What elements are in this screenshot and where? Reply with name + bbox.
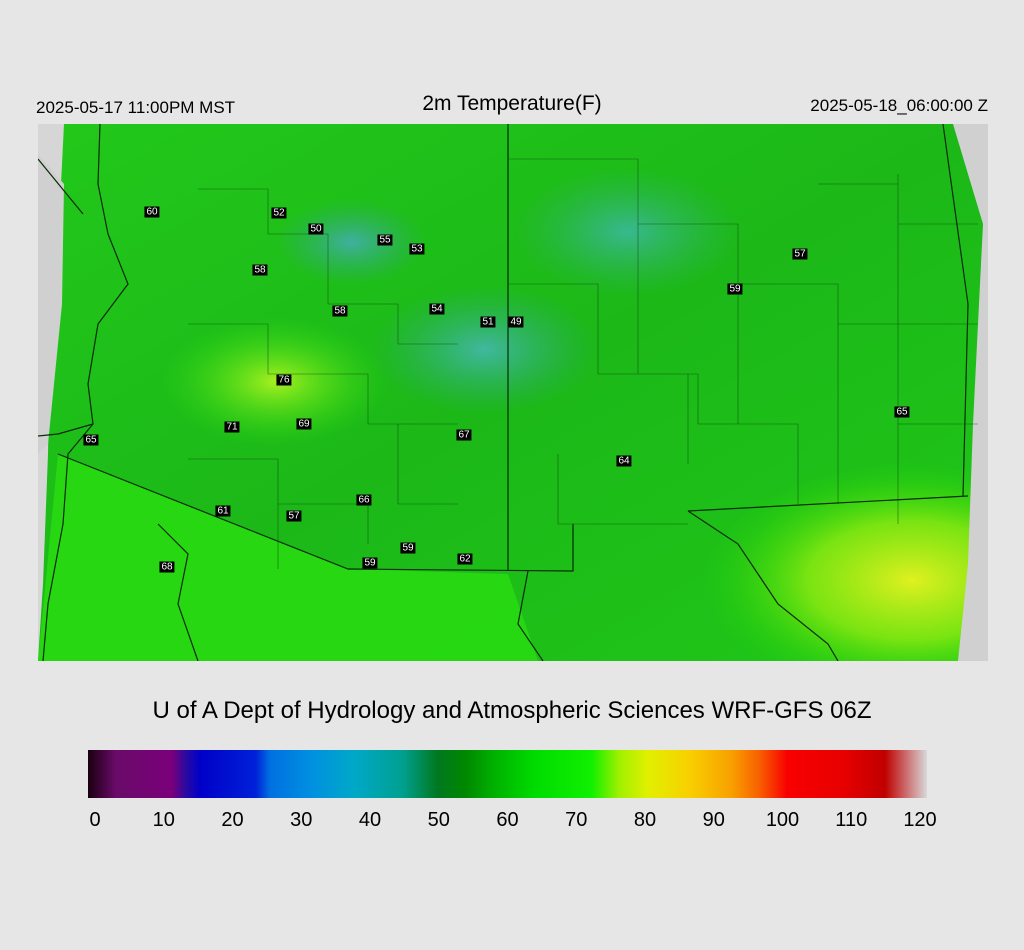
valid-time-label: 2025-05-18_06:00:00 Z xyxy=(810,96,988,115)
station-value: 49 xyxy=(508,316,524,328)
no-data-edge-e xyxy=(953,124,988,661)
station-value: 76 xyxy=(276,374,292,386)
colorbar-tick-label: 0 xyxy=(89,809,101,831)
station-value: 71 xyxy=(224,421,240,433)
colorbar-tick-label: 90 xyxy=(702,809,725,831)
county-lines xyxy=(188,158,978,569)
temperature-map: 60 52 50 55 53 58 54 58 51 49 57 59 76 71 69 65 67 64 65 66… xyxy=(38,124,988,661)
station-value: 54 xyxy=(429,303,445,315)
station-value: 67 xyxy=(456,429,472,441)
colorbar-tick-label: 40 xyxy=(358,809,382,831)
station-value: 65 xyxy=(894,406,910,418)
station-value: 57 xyxy=(286,510,302,522)
station-value: 59 xyxy=(400,542,416,554)
colorbar-tick-label: 20 xyxy=(221,809,244,831)
colorbar-tick-label: 50 xyxy=(427,809,450,831)
colorbar-tick-label: 110 xyxy=(835,809,868,831)
station-value: 61 xyxy=(215,505,231,517)
station-value: 58 xyxy=(332,305,348,317)
colorbar-tick-label: 100 xyxy=(765,809,800,831)
colorbar-tick-label: 60 xyxy=(496,809,519,831)
station-value: 62 xyxy=(457,553,473,565)
station-value: 59 xyxy=(362,557,378,569)
station-value: 57 xyxy=(792,248,808,260)
station-value: 58 xyxy=(252,264,268,276)
station-value: 59 xyxy=(727,283,743,295)
station-value: 65 xyxy=(83,434,99,446)
station-value: 68 xyxy=(159,561,175,573)
map-title: 2m Temperature(F) xyxy=(422,92,602,115)
station-value: 53 xyxy=(409,243,425,255)
map-canvas xyxy=(38,124,988,661)
station-value: 50 xyxy=(308,223,324,235)
station-value: 52 xyxy=(271,207,287,219)
station-value: 55 xyxy=(377,234,393,246)
colorbar-ticks: 0 10 20 30 40 50 60 70 80 90 100 110 120 xyxy=(88,809,936,839)
colorbar-tick-label: 70 xyxy=(565,809,588,831)
station-value: 69 xyxy=(296,418,312,430)
colorbar-gradient xyxy=(88,750,927,798)
colorbar-tick-label: 10 xyxy=(152,809,175,831)
no-data-edge-w xyxy=(38,154,64,454)
station-value: 51 xyxy=(480,316,496,328)
colorbar-tick-label: 120 xyxy=(903,809,937,831)
station-value: 64 xyxy=(616,455,632,467)
local-time-label: 2025-05-17 11:00PM MST xyxy=(36,98,236,117)
colorbar-tick-label: 80 xyxy=(633,809,657,831)
station-value: 66 xyxy=(356,494,372,506)
station-value: 60 xyxy=(144,206,160,218)
colorbar xyxy=(88,750,927,798)
credit-caption: U of A Dept of Hydrology and Atmospheric… xyxy=(152,697,872,724)
colorbar-tick-label: 30 xyxy=(290,809,313,831)
state-borders xyxy=(38,124,969,661)
